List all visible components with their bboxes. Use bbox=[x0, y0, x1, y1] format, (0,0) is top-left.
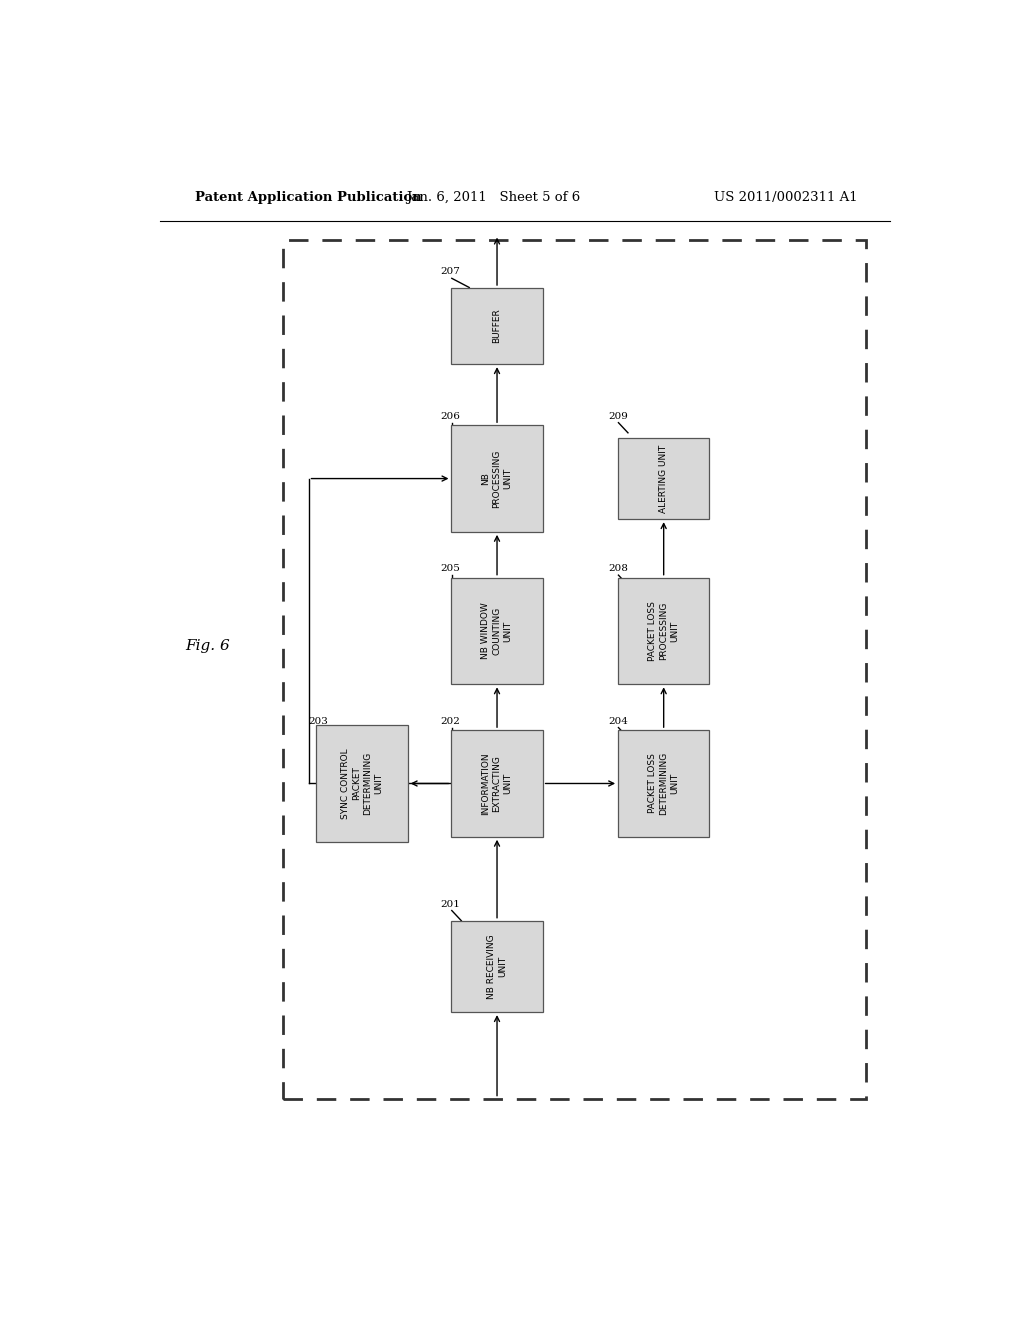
Text: 203: 203 bbox=[308, 717, 328, 726]
Text: 209: 209 bbox=[608, 412, 628, 421]
Text: PACKET LOSS
DETERMINING
UNIT: PACKET LOSS DETERMINING UNIT bbox=[648, 752, 679, 816]
Bar bbox=[618, 438, 710, 519]
Text: US 2011/0002311 A1: US 2011/0002311 A1 bbox=[715, 190, 858, 203]
Text: PACKET LOSS
PROCESSING
UNIT: PACKET LOSS PROCESSING UNIT bbox=[648, 601, 679, 661]
Text: Fig. 6: Fig. 6 bbox=[185, 639, 229, 653]
Bar bbox=[452, 288, 543, 364]
Bar bbox=[452, 425, 543, 532]
Text: NB RECEIVING
UNIT: NB RECEIVING UNIT bbox=[487, 935, 507, 999]
Text: 204: 204 bbox=[608, 717, 628, 726]
Bar bbox=[316, 725, 408, 842]
Text: NB WINDOW
COUNTING
UNIT: NB WINDOW COUNTING UNIT bbox=[481, 603, 513, 660]
Text: 207: 207 bbox=[440, 268, 461, 276]
Bar bbox=[618, 730, 710, 837]
Text: 202: 202 bbox=[440, 717, 461, 726]
Text: ALERTING UNIT: ALERTING UNIT bbox=[659, 445, 669, 512]
Text: 205: 205 bbox=[440, 564, 461, 573]
Bar bbox=[452, 921, 543, 1012]
Bar bbox=[452, 578, 543, 684]
Text: Patent Application Publication: Patent Application Publication bbox=[196, 190, 422, 203]
Text: 201: 201 bbox=[440, 899, 461, 908]
Text: SYNC CONTROL
PACKET
DETERMINING
UNIT: SYNC CONTROL PACKET DETERMINING UNIT bbox=[341, 748, 383, 818]
Text: 206: 206 bbox=[440, 412, 461, 421]
Text: NB
PROCESSING
UNIT: NB PROCESSING UNIT bbox=[481, 449, 513, 508]
Text: BUFFER: BUFFER bbox=[493, 309, 502, 343]
Bar bbox=[283, 240, 866, 1098]
Text: Jan. 6, 2011   Sheet 5 of 6: Jan. 6, 2011 Sheet 5 of 6 bbox=[406, 190, 581, 203]
Text: INFORMATION
EXTRACTING
UNIT: INFORMATION EXTRACTING UNIT bbox=[481, 752, 513, 814]
Bar bbox=[452, 730, 543, 837]
Bar bbox=[618, 578, 710, 684]
Text: 208: 208 bbox=[608, 564, 628, 573]
